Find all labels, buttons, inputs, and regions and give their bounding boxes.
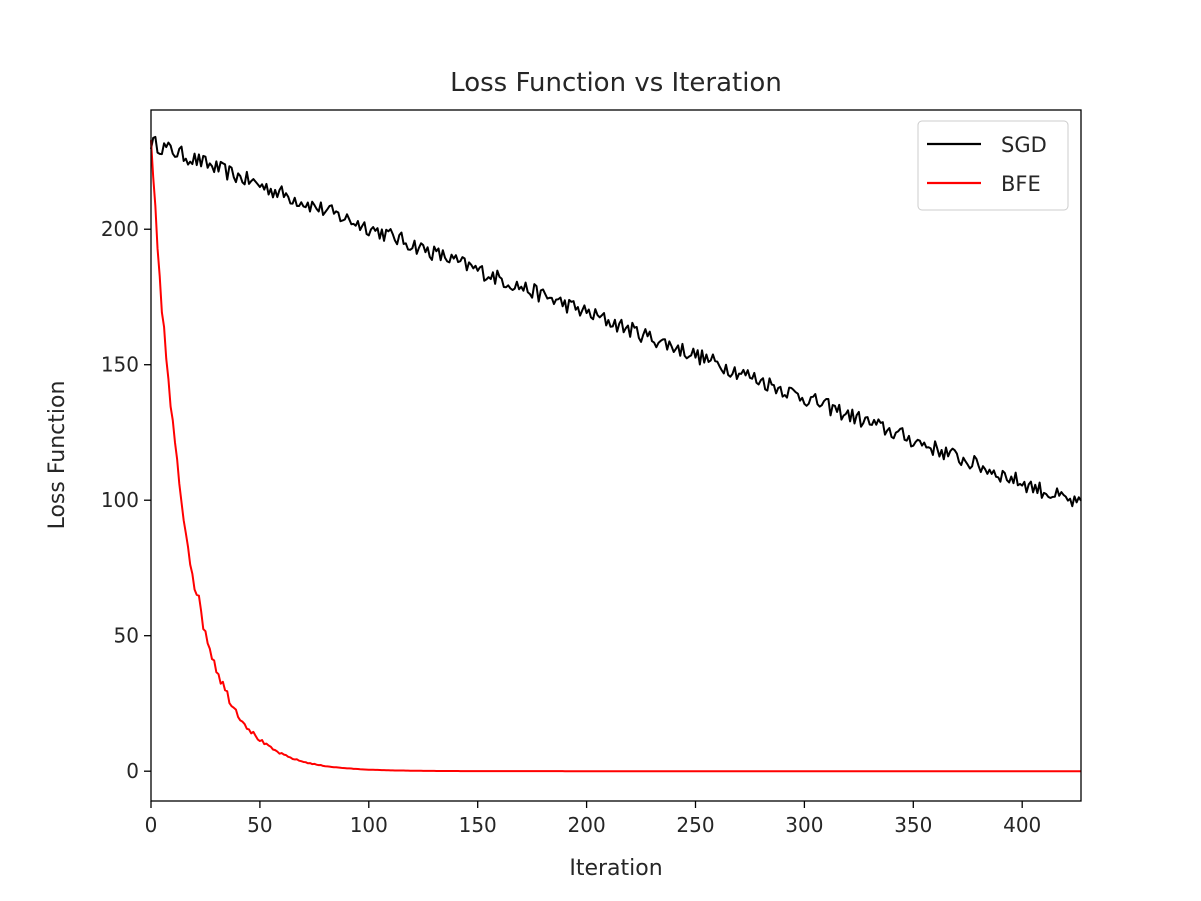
y-tick-label: 100 bbox=[101, 488, 139, 512]
x-axis-label: Iteration bbox=[569, 856, 662, 881]
y-axis: 0 50 100 150 200 bbox=[101, 217, 151, 783]
x-tick-label: 300 bbox=[785, 813, 823, 837]
x-axis: 0 50 100 150 200 250 300 350 400 bbox=[145, 801, 1041, 837]
series-line-sgd bbox=[150, 135, 1082, 508]
legend: SGD BFE bbox=[917, 120, 1069, 211]
y-tick-label: 0 bbox=[126, 759, 139, 783]
x-tick-label: 150 bbox=[459, 813, 497, 837]
x-tick-label: 50 bbox=[247, 813, 272, 837]
y-axis-label: Loss Function bbox=[45, 381, 70, 530]
y-tick-label: 200 bbox=[101, 217, 139, 241]
x-tick-label: 350 bbox=[894, 813, 932, 837]
chart-title: Loss Function vs Iteration bbox=[450, 68, 782, 98]
plot-frame bbox=[150, 109, 1082, 802]
x-tick-label: 400 bbox=[1003, 813, 1041, 837]
y-tick-label: 50 bbox=[114, 624, 139, 648]
series-line-bfe bbox=[150, 140, 1081, 773]
x-tick-label: 0 bbox=[145, 813, 158, 837]
x-tick-label: 100 bbox=[350, 813, 388, 837]
y-tick-label: 150 bbox=[101, 353, 139, 377]
x-tick-label: 250 bbox=[676, 813, 714, 837]
series-layer bbox=[150, 135, 1082, 773]
x-tick-label: 200 bbox=[568, 813, 606, 837]
legend-label-sgd: SGD bbox=[1001, 133, 1047, 157]
legend-label-bfe: BFE bbox=[1001, 172, 1041, 196]
